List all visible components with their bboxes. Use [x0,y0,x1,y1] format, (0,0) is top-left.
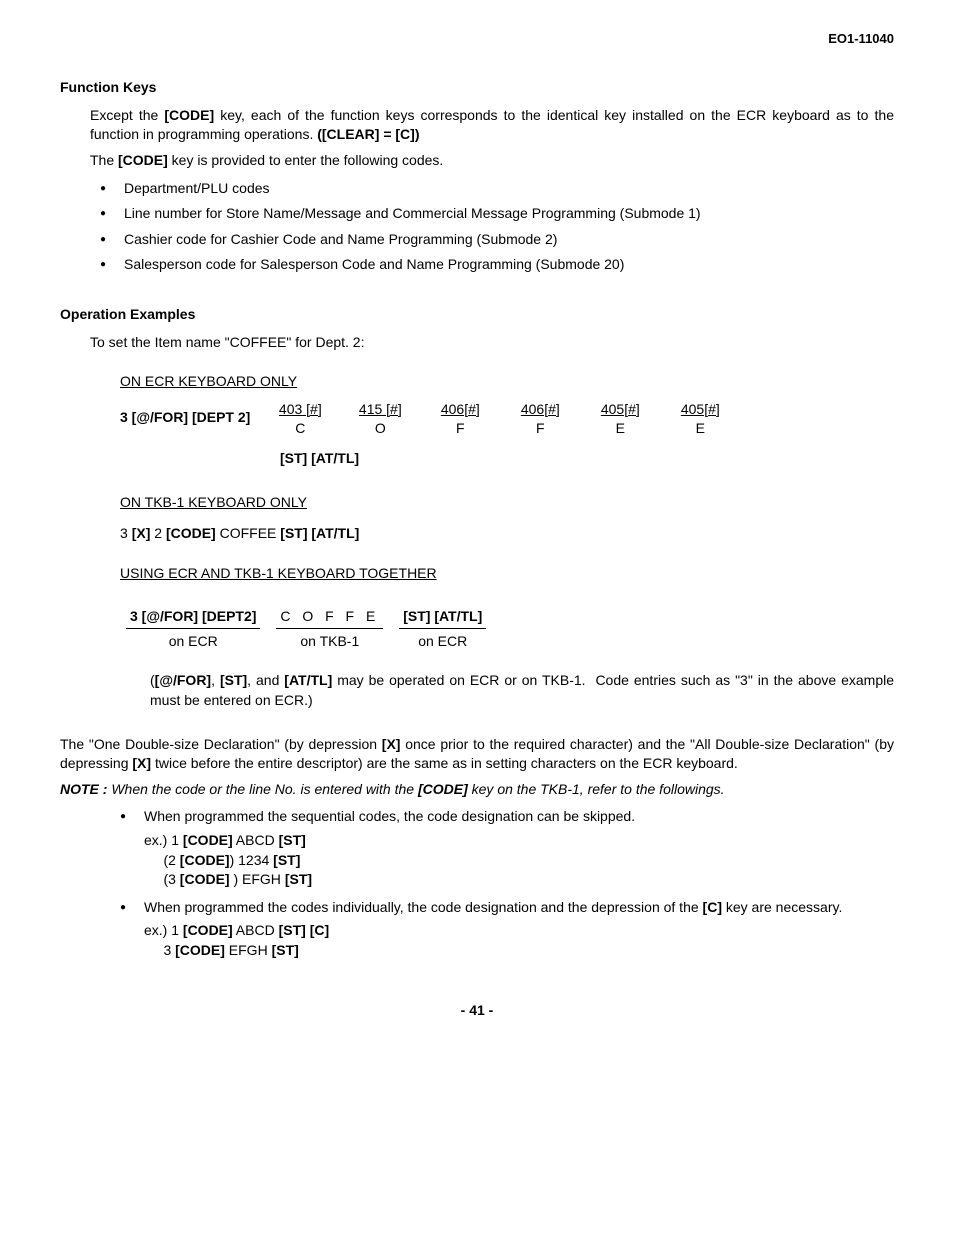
bullet-list-notes: When programmed the sequential codes, th… [120,807,894,960]
bracket-top: C O F F E [276,607,383,629]
bracket-row: 3 [@/FOR] [DEPT2] on ECR C O F F E on TK… [120,607,894,651]
key-x: [X] [132,525,151,541]
code-bot: F [430,419,490,439]
code-bot: E [670,419,730,439]
tail-sequence: [ST] [AT/TL] [280,449,894,469]
para-double-size: The "One Double-size Declaration" (by de… [60,735,894,774]
example-block: ex.) 1 [CODE] ABCD [ST] (2 [CODE]) 1234 … [144,831,894,890]
note-paren: ([@/FOR], [ST], and [AT/TL] may be opera… [150,671,894,710]
bracket-tkb: C O F F E on TKB-1 [276,607,383,651]
text: 2 [150,525,166,541]
code-cell: 403 [#]C [270,400,330,439]
key-st-attl: [ST] [AT/TL] [280,525,359,541]
sub-tkb-only: ON TKB-1 KEYBOARD ONLY [120,493,894,513]
para-function-keys-2: The [CODE] key is provided to enter the … [90,151,894,171]
list-item: Cashier code for Cashier Code and Name P… [100,230,894,250]
text: key is provided to enter the following c… [168,152,444,168]
bracket-top: 3 [@/FOR] [DEPT2] [126,607,260,629]
sub-ecr-only: ON ECR KEYBOARD ONLY [120,372,894,392]
code-bot: E [590,419,650,439]
code-top: 406[#] [510,400,570,420]
key-st: [ST] [220,672,247,688]
document-id: EO1-11040 [60,30,894,48]
list-item: Line number for Store Name/Message and C… [100,204,894,224]
text: COFFEE [216,525,281,541]
key-list: [@/FOR] [155,672,211,688]
key-code: [CODE] [118,152,168,168]
example-block: ex.) 1 [CODE] ABCD [ST] [C] 3 [CODE] EFG… [144,921,894,960]
bracket-bot: on TKB-1 [276,630,383,652]
bracket-bot: on ECR [126,630,260,652]
page-number: - 41 - [60,1001,894,1021]
text: The [90,152,118,168]
code-top: 415 [#] [350,400,410,420]
code-bot: F [510,419,570,439]
tkb-sequence: 3 [X] 2 [CODE] COFFEE [ST] [AT/TL] [120,524,894,544]
text: 3 [120,525,132,541]
bracket-ecr-1: 3 [@/FOR] [DEPT2] on ECR [126,607,260,651]
code-bot: C [270,419,330,439]
para-function-keys-1: Except the [CODE] key, each of the funct… [90,106,894,145]
list-item: When programmed the sequential codes, th… [120,807,894,889]
code-cell: 415 [#]O [350,400,410,439]
code-cell: 406[#]F [430,400,490,439]
list-item: Salesperson code for Salesperson Code an… [100,255,894,275]
para-set-item: To set the Item name "COFFEE" for Dept. … [90,333,894,353]
sub-together: USING ECR AND TKB-1 KEYBOARD TOGETHER [120,564,894,584]
bracket-ecr-2: [ST] [AT/TL] on ECR [399,607,486,651]
list-item: Department/PLU codes [100,179,894,199]
text: Except the [90,107,164,123]
code-table: 3 [@/FOR] [DEPT 2] 403 [#]C 415 [#]O 406… [120,400,894,469]
text: When programmed the sequential codes, th… [144,808,635,824]
heading-operation-examples: Operation Examples [60,305,894,325]
code-top: 406[#] [430,400,490,420]
text: When programmed the codes individually, … [144,899,842,915]
key-clear-eq: ([CLEAR] = [C]) [317,126,419,142]
bracket-bot: on ECR [399,630,486,652]
bracket-top: [ST] [AT/TL] [399,607,486,629]
key-code: [CODE] [164,107,214,123]
code-top: 405[#] [590,400,650,420]
note-line: NOTE : When the code or the line No. is … [60,780,894,800]
lead-sequence: 3 [@/FOR] [DEPT 2] [120,400,250,428]
code-top: 405[#] [670,400,730,420]
code-top: 403 [#] [270,400,330,420]
list-item: When programmed the codes individually, … [120,898,894,961]
code-cell: 405[#]E [590,400,650,439]
note-label: NOTE : [60,781,107,797]
code-cell: 406[#]F [510,400,570,439]
code-bot: O [350,419,410,439]
code-cell: 405[#]E [670,400,730,439]
heading-function-keys: Function Keys [60,78,894,98]
note-text: When the code or the line No. is entered… [107,781,724,797]
key-code: [CODE] [166,525,216,541]
key-attl: [AT/TL] [284,672,332,688]
bullet-list-codes: Department/PLU codes Line number for Sto… [100,179,894,275]
